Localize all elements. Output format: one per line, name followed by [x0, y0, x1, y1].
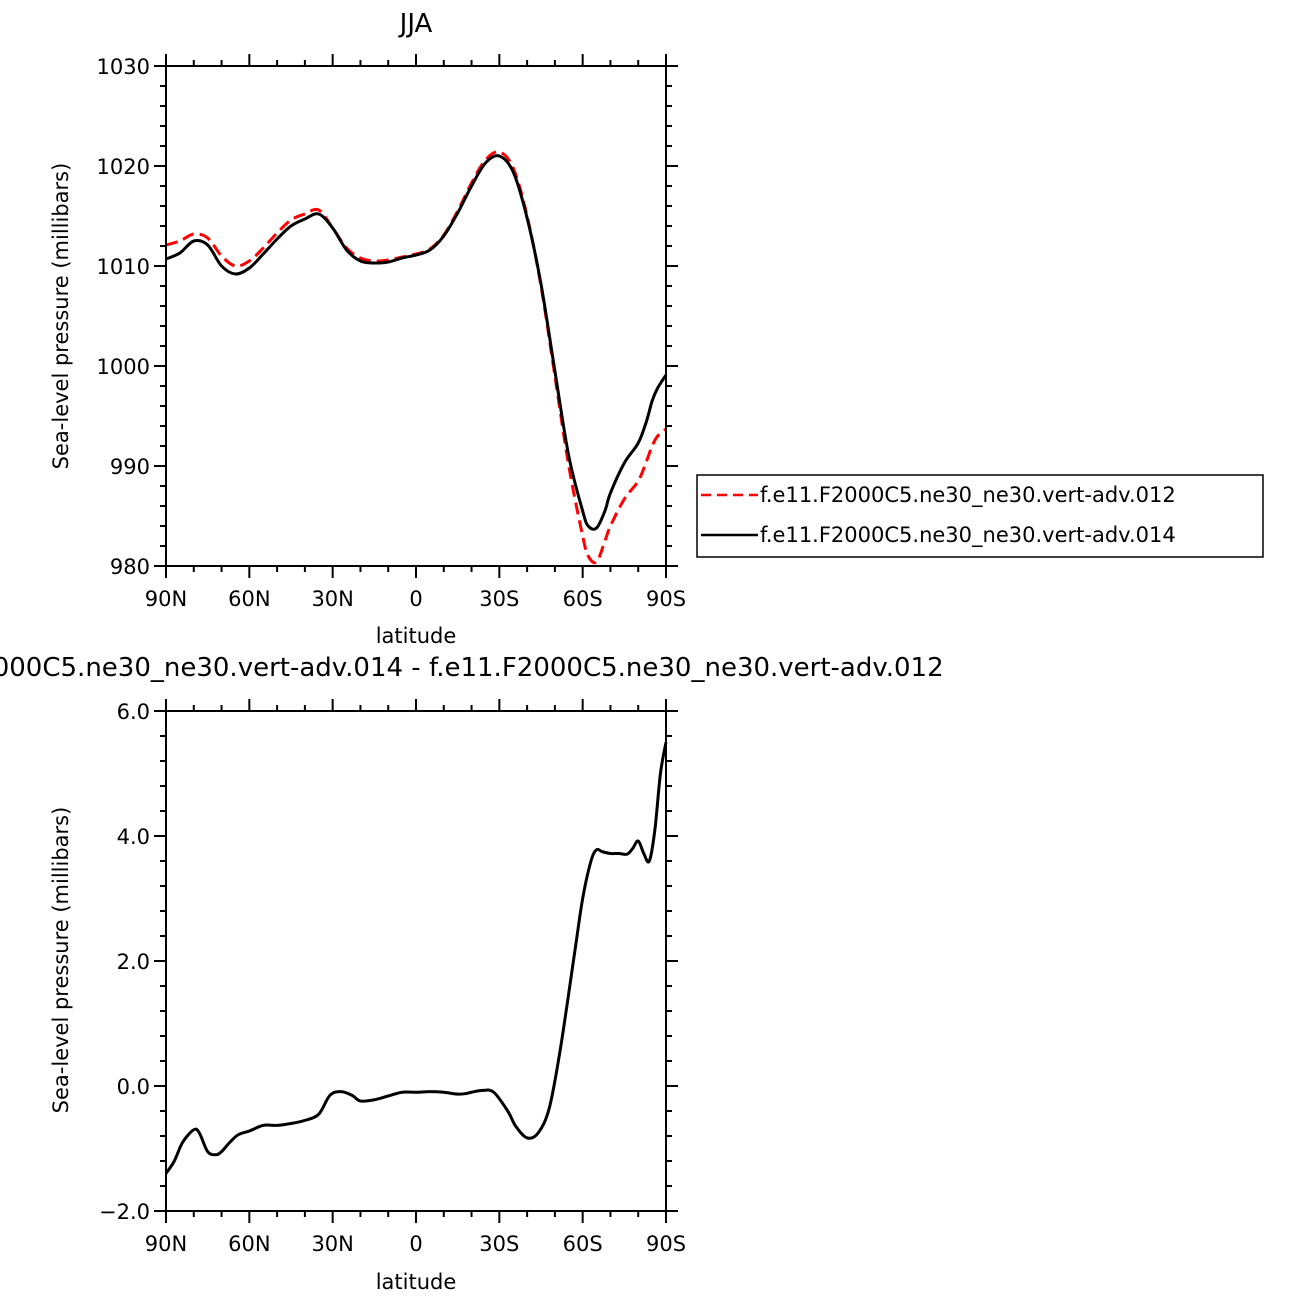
series-line-0-1 — [165, 154, 668, 531]
x-tick-label: 90N — [145, 1232, 187, 1256]
series-line-1-0 — [164, 741, 668, 1175]
chart-bottom-plot-frame — [165, 710, 667, 1212]
y-tick-label: 1030 — [97, 55, 150, 79]
x-tick-label: 60N — [228, 587, 270, 611]
x-tick-label: 30N — [311, 1232, 353, 1256]
y-tick-label: 2.0 — [117, 950, 150, 974]
y-tick-label: 4.0 — [117, 825, 150, 849]
chart-bottom: f.e11.F2000C5.ne30_ne30.vert-adv.014 - f… — [0, 653, 944, 1294]
x-tick-label: 90S — [646, 1232, 686, 1256]
chart-top-legend: f.e11.F2000C5.ne30_ne30.vert-adv.012 f.e… — [696, 474, 1264, 558]
x-tick-label: 60S — [563, 1232, 603, 1256]
x-tick-label: 0 — [409, 1232, 422, 1256]
chart-bottom-x-axis-title: latitude — [376, 1270, 457, 1294]
x-tick-label: 0 — [409, 587, 422, 611]
chart-top-y-axis-title: Sea-level pressure (millibars) — [49, 163, 73, 470]
legend-label-series-012: f.e11.F2000C5.ne30_ne30.vert-adv.012 — [760, 483, 1176, 508]
chart-top: JJA Sea-level pressure (millibars) latit… — [49, 9, 1264, 648]
y-tick-label: 1000 — [97, 355, 150, 379]
y-tick-label: 990 — [110, 455, 150, 479]
chart-top-x-axis-title: latitude — [376, 624, 457, 648]
y-tick-label: 0.0 — [117, 1075, 150, 1099]
chart-bottom-title: f.e11.F2000C5.ne30_ne30.vert-adv.014 - f… — [0, 653, 944, 683]
y-tick-label: 1020 — [97, 155, 150, 179]
legend-box — [696, 474, 1264, 558]
y-tick-label: −2.0 — [99, 1200, 150, 1224]
y-tick-label: 1010 — [97, 255, 150, 279]
x-tick-label: 90N — [145, 587, 187, 611]
x-tick-label: 90S — [646, 587, 686, 611]
x-tick-label: 60S — [563, 587, 603, 611]
x-tick-label: 30S — [479, 587, 519, 611]
series-line-0-0 — [165, 150, 667, 565]
chart-top-plot-frame — [165, 65, 667, 567]
y-tick-label: 6.0 — [117, 700, 150, 724]
chart-bottom-y-axis-title: Sea-level pressure (millibars) — [49, 807, 73, 1114]
x-tick-label: 60N — [228, 1232, 270, 1256]
x-tick-label: 30N — [311, 587, 353, 611]
legend-label-series-014: f.e11.F2000C5.ne30_ne30.vert-adv.014 — [760, 523, 1176, 548]
y-tick-label: 980 — [110, 555, 150, 579]
x-tick-label: 30S — [479, 1232, 519, 1256]
chart-top-title: JJA — [398, 9, 433, 39]
